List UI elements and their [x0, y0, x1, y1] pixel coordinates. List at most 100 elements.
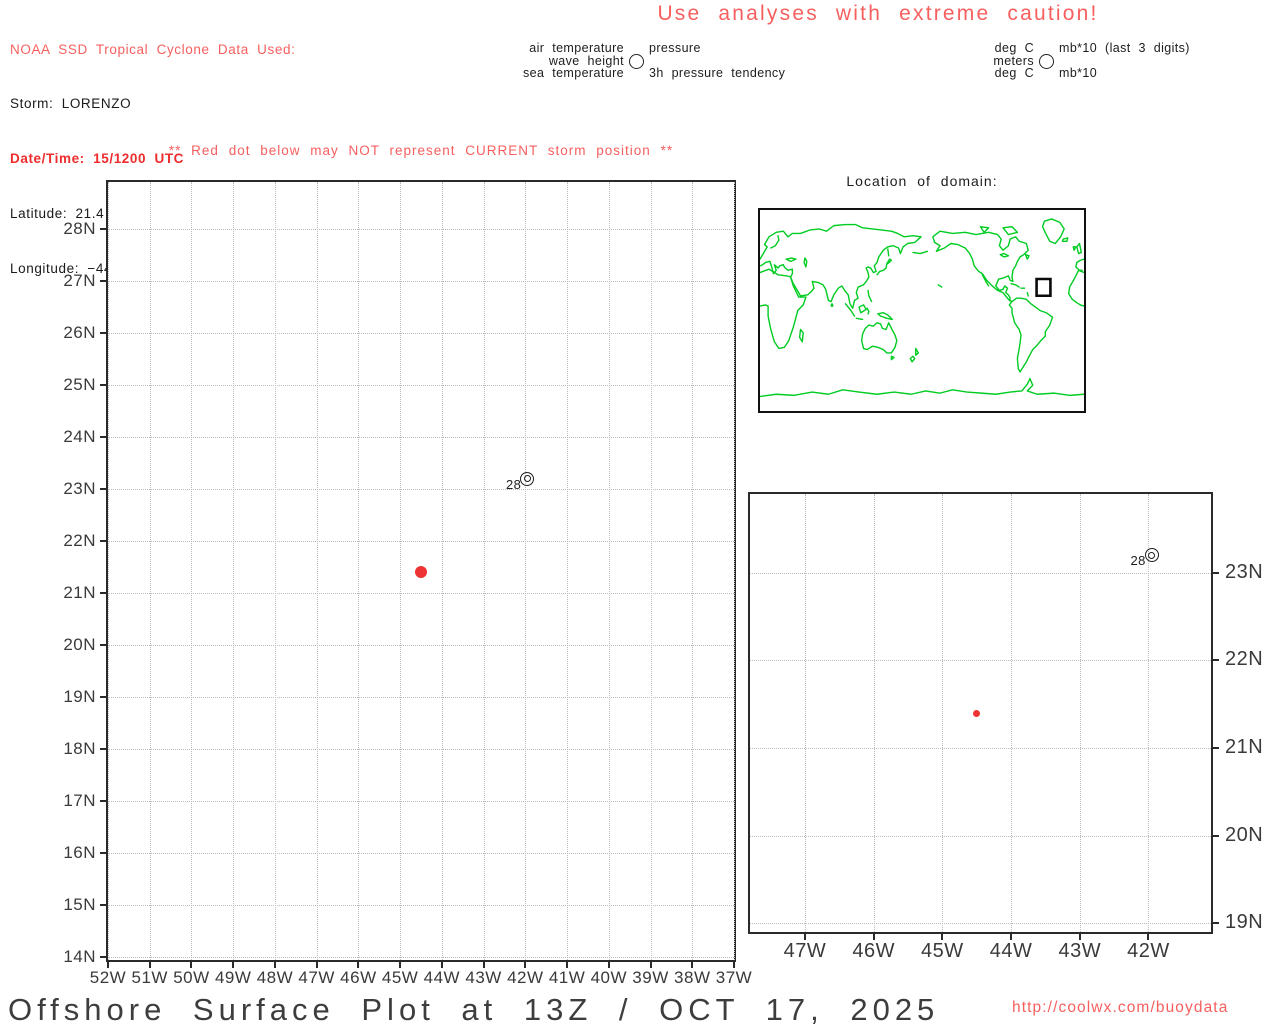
vertical-gridline	[108, 182, 109, 960]
station-circle-icon	[629, 53, 644, 69]
x-tick-mark	[357, 960, 360, 968]
y-tick-mark	[1211, 571, 1219, 574]
storm-position-warning: ** Red dot below may NOT represent CURRE…	[168, 143, 674, 158]
y-tick-mark	[100, 748, 108, 751]
horizontal-gridline	[750, 923, 1211, 925]
vertical-gridline	[1148, 494, 1150, 932]
y-tick-label: 28N	[63, 218, 96, 238]
y-tick-label: 20N	[63, 635, 96, 655]
x-tick-mark	[399, 960, 402, 968]
x-tick-label: 47W	[783, 940, 827, 962]
x-tick-label: 37W	[715, 968, 753, 987]
x-tick-mark	[190, 960, 193, 968]
horizontal-gridline	[750, 572, 1211, 574]
x-tick-label: 44W	[423, 968, 461, 987]
x-tick-mark	[482, 960, 485, 968]
x-tick-label: 47W	[298, 968, 335, 987]
vertical-gridline	[692, 182, 694, 960]
y-tick-mark	[100, 331, 108, 334]
x-tick-label: 52W	[89, 968, 127, 987]
zoomed-domain-plot: 47W 46W 45W 44W 43W 42W 23N 22N 21N 20N 19N 28	[748, 492, 1263, 962]
horizontal-gridline	[108, 697, 734, 699]
y-tick-mark	[100, 279, 108, 282]
x-tick-label: 45W	[921, 940, 964, 962]
x-tick-mark	[649, 960, 652, 968]
x-tick-mark	[148, 960, 151, 968]
x-tick-mark	[232, 960, 235, 968]
y-tick-label: 26N	[63, 322, 96, 342]
vertical-gridline	[650, 182, 652, 960]
y-tick-mark	[100, 800, 108, 803]
y-tick-mark	[1211, 922, 1219, 925]
y-tick-mark	[100, 956, 108, 959]
x-tick-label: 45W	[381, 968, 419, 987]
x-tick-label: 43W	[1058, 940, 1102, 962]
vertical-gridline	[400, 182, 402, 960]
info-latitude: Latitude: 21.4	[10, 206, 105, 222]
legend-mb10-last3-label: mb*10 (last 3 digits)	[1059, 41, 1190, 55]
world-map-inset	[758, 208, 1086, 413]
caution-banner: Use analyses with extreme caution!	[657, 2, 1099, 25]
y-tick-label: 21N	[1225, 736, 1264, 759]
y-tick-mark	[100, 488, 108, 491]
vertical-gridline	[191, 182, 193, 960]
world-map-title: Location of domain:	[846, 173, 998, 189]
y-tick-mark	[100, 904, 108, 907]
x-tick-label: 41W	[548, 968, 586, 987]
x-tick-mark	[524, 960, 527, 968]
horizontal-gridline	[108, 332, 734, 334]
legend-pressure-label: pressure	[649, 41, 701, 55]
y-tick-mark	[100, 227, 108, 230]
storm-position-dot	[415, 566, 427, 579]
x-tick-label: 43W	[465, 968, 502, 987]
y-tick-mark	[100, 383, 108, 386]
page-title: Offshore Surface Plot at 13Z / OCT 17, 2…	[8, 992, 940, 1024]
x-tick-label: 42W	[507, 968, 544, 987]
y-tick-label: 25N	[63, 374, 96, 394]
x-tick-label: 44W	[989, 940, 1033, 962]
x-tick-mark	[1078, 932, 1081, 940]
horizontal-gridline	[108, 749, 734, 751]
x-tick-mark	[803, 932, 806, 940]
y-tick-label: 17N	[63, 791, 96, 811]
x-tick-mark	[1147, 932, 1150, 940]
x-tick-label: 49W	[214, 968, 252, 987]
horizontal-gridline	[108, 541, 734, 543]
legend-pressure-tendency-label: 3h pressure tendency	[649, 66, 786, 81]
vertical-gridline	[441, 182, 443, 960]
y-tick-mark	[1211, 659, 1219, 662]
x-tick-mark	[1010, 932, 1013, 940]
buoy-station-marker: 28	[506, 471, 535, 492]
vertical-gridline	[316, 182, 318, 960]
horizontal-gridline	[108, 905, 734, 907]
legend-meters-label: meters	[993, 53, 1034, 68]
y-tick-mark	[100, 644, 108, 647]
horizontal-gridline	[750, 835, 1211, 837]
x-tick-label: 50W	[173, 968, 210, 987]
vertical-gridline	[942, 494, 944, 932]
domain-location-box	[1037, 279, 1051, 296]
y-tick-label: 14N	[63, 947, 96, 967]
legend-degc-label-2: deg C	[994, 66, 1034, 81]
y-tick-label: 19N	[63, 687, 96, 707]
x-tick-mark	[273, 960, 276, 968]
y-tick-mark	[1211, 747, 1219, 750]
vertical-gridline	[525, 182, 527, 960]
x-tick-label: 39W	[632, 968, 669, 987]
units-legend: deg C meters deg C mb*10 (last 3 digits)…	[952, 42, 1190, 80]
y-tick-label: 20N	[1225, 823, 1264, 846]
info-source-line: NOAA SSD Tropical Cyclone Data Used:	[10, 41, 296, 57]
y-tick-mark	[100, 852, 108, 855]
y-tick-mark	[100, 592, 108, 595]
x-tick-label: 51W	[131, 968, 168, 987]
station-circle-icon	[1039, 53, 1054, 69]
horizontal-gridline	[108, 280, 734, 282]
horizontal-gridline	[108, 436, 734, 438]
storm-position-dot	[973, 709, 981, 717]
vertical-gridline	[608, 182, 610, 960]
x-tick-mark	[941, 932, 944, 940]
y-tick-label: 22N	[63, 531, 96, 551]
legend-sea-temp-label: sea temperature	[522, 66, 624, 81]
horizontal-gridline	[108, 489, 734, 491]
x-tick-mark	[733, 960, 735, 968]
